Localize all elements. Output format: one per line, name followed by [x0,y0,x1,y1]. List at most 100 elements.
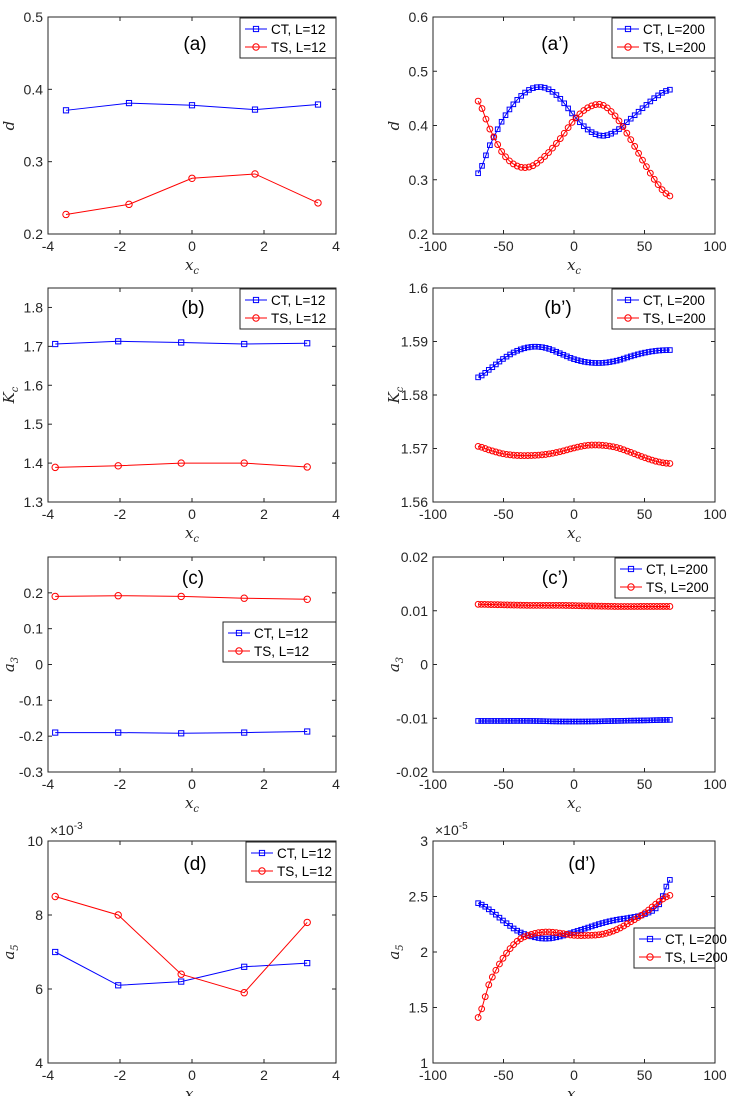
data-point [570,444,578,452]
data-point [643,603,651,610]
x-tick-label: 4 [332,506,340,522]
data-point [577,119,583,126]
y-tick-label: 2 [420,944,428,960]
data-point [474,600,482,608]
x-axis-label: xc [185,1085,199,1096]
legend-entry: CT, L=12 [271,22,325,37]
data-point [663,717,670,723]
y-tick-label: 6 [35,981,43,997]
legend-box [239,17,337,59]
data-point [513,162,521,170]
x-tick-label: 100 [703,238,727,254]
data-point [595,718,602,725]
data-point [52,729,59,736]
data-point [538,928,546,936]
data-point [603,104,611,112]
data-point [604,132,611,138]
x-tick-label: 2 [260,506,268,522]
data-point [526,601,534,609]
data-point [605,718,611,724]
data-point [615,117,623,125]
legend: CT, L=12 TS, L=12 [239,288,337,330]
data-point [642,349,648,356]
x-axis-label: xc [567,1085,581,1096]
panel-label: (d’) [568,854,595,875]
data-point [647,98,654,105]
data-point [489,909,496,915]
data-point [541,84,548,91]
series-ts [474,600,674,610]
x-axis-label: xc [567,794,581,815]
legend-entry: TS, L=200 [646,580,709,595]
data-point [498,118,505,125]
data-point [241,729,248,736]
data-point [510,601,518,609]
data-point [502,153,509,161]
y-tick-label: 0.6 [409,9,429,25]
y-tick-label: 0.1 [24,621,44,637]
legend-box [633,927,716,969]
data-point [543,718,550,725]
series-ct [475,343,673,381]
data-point [565,602,573,609]
data-point [599,441,606,449]
data-point [496,914,503,921]
legend-marker [252,296,260,304]
data-point [577,932,585,939]
x-tick-label: -100 [419,238,447,254]
legend-entry: CT, L=200 [643,22,705,37]
x-tick-label: 4 [332,776,340,792]
data-point [549,347,556,354]
legend-entry: CT, L=12 [254,626,308,641]
legend-box [611,288,716,330]
series-line [477,444,670,464]
y-tick-label: 1.58 [401,387,428,403]
y-tick-label: 10 [27,833,43,849]
legend-entry: CT, L=12 [277,846,331,861]
data-point [627,603,635,610]
data-point [667,877,673,883]
data-point [115,982,122,989]
data-point [666,603,674,610]
data-point [654,717,660,723]
data-point [574,357,581,364]
data-point [527,930,535,938]
data-point [542,935,549,942]
data-point [579,718,585,725]
data-point [620,603,628,610]
data-point [546,718,553,725]
data-point [556,448,564,456]
series-ts [51,892,311,997]
x-tick-label: 0 [570,506,578,522]
data-point [592,360,599,366]
legend-marker [235,647,243,655]
data-point [563,718,569,725]
y-tick-label: 0.4 [24,81,44,97]
data-point [545,450,553,458]
legend-box [239,288,337,330]
x-tick-label: 0 [188,1067,196,1083]
data-point [656,603,664,610]
data-point [493,361,499,368]
data-point [520,718,527,724]
data-point [584,104,592,112]
data-point [314,199,322,207]
x-tick-label: -100 [419,776,447,792]
y-tick-label: 1.4 [24,455,44,471]
x-tick-label: 0 [188,238,196,254]
data-point [645,455,652,463]
legend-entry: CT, L=200 [646,562,708,577]
data-point [611,603,619,610]
x-axis-label: xc [185,256,199,277]
data-point [606,918,613,925]
data-point [251,170,259,178]
data-point [572,718,579,725]
data-point [628,914,634,921]
y-tick-label: -0.01 [396,710,428,726]
data-point [628,353,634,360]
data-point [506,451,514,459]
data-point [52,948,59,956]
data-point [485,718,491,724]
data-point [503,949,510,957]
